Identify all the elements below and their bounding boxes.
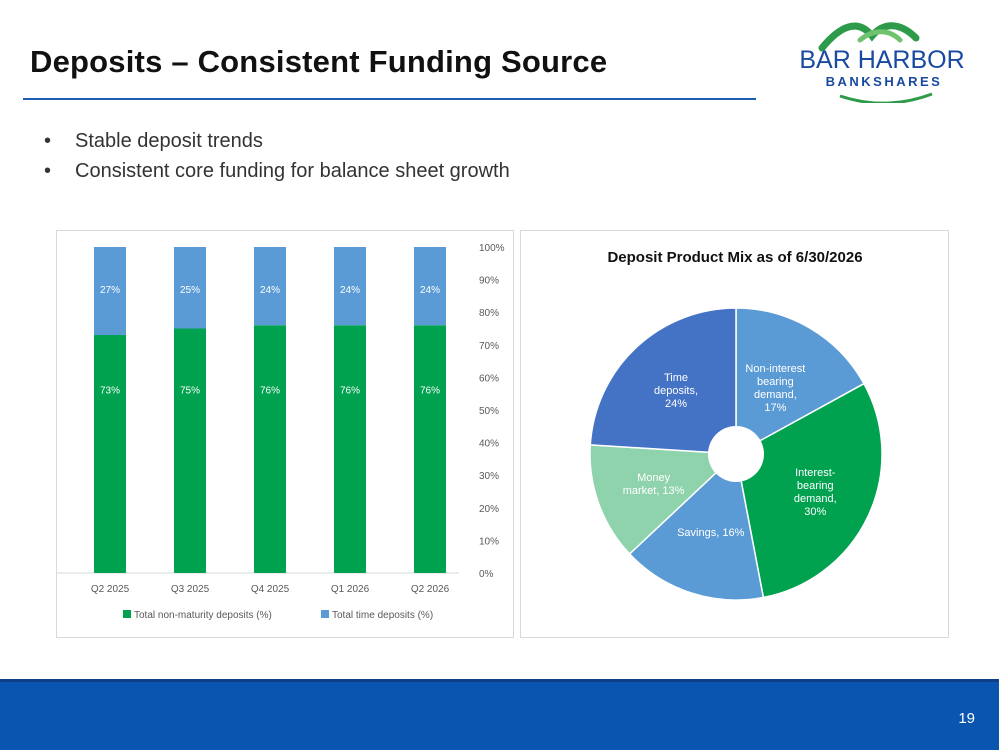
x-tick-label: Q3 2025 <box>171 584 210 595</box>
x-tick-label: Q1 2026 <box>331 584 370 595</box>
x-tick-label: Q4 2025 <box>251 584 290 595</box>
footer-bar: 19 <box>0 679 999 750</box>
stacked-bar-chart-panel: 0% 10% 20% 30% 40% 50% 60% 70% 80% 90% 100% 73% 27% Q… <box>56 230 514 638</box>
logo-line2: BANKSHARES <box>826 74 943 89</box>
bar-segment-time-deposits <box>174 247 206 329</box>
bar-data-label: 24% <box>420 285 440 296</box>
y-tick-label: 60% <box>479 373 499 384</box>
legend-swatch <box>123 610 131 618</box>
pie-slice <box>735 307 865 456</box>
y-tick-label: 100% <box>479 243 505 254</box>
pie-slice <box>628 452 765 601</box>
bullet-item: Stable deposit trends <box>44 126 510 156</box>
bar-segment-time-deposits <box>94 247 126 336</box>
bar-data-label: 76% <box>420 386 440 397</box>
y-tick-label: 0% <box>479 569 494 580</box>
bar-data-label: 73% <box>100 386 120 397</box>
bar-data-label: 24% <box>340 285 360 296</box>
bar-data-label: 27% <box>100 285 120 296</box>
y-tick-label: 50% <box>479 406 499 417</box>
page-number: 19 <box>958 710 975 727</box>
x-tick-label: Q2 2025 <box>91 584 130 595</box>
title-divider <box>23 98 756 100</box>
pie-chart-title: Deposit Product Mix as of 6/30/2026 <box>607 249 862 266</box>
bar-segment-non-maturity <box>254 325 286 573</box>
pie-slice-label: Time deposits, 24% <box>654 372 698 410</box>
bar-segment-non-maturity <box>334 325 366 573</box>
y-tick-label: 30% <box>479 471 499 482</box>
donut-hole <box>708 426 764 482</box>
bullet-item: Consistent core funding for balance shee… <box>44 156 510 186</box>
pie-slice <box>589 444 738 556</box>
bar-segment-time-deposits <box>334 247 366 326</box>
pie-slice <box>589 307 737 455</box>
y-tick-label: 90% <box>479 276 499 287</box>
y-tick-label: 70% <box>479 341 499 352</box>
bar-data-label: 76% <box>260 386 280 397</box>
bar-segment-time-deposits <box>254 247 286 326</box>
y-tick-label: 20% <box>479 504 499 515</box>
deposit-mix-pie-chart: Deposit Product Mix as of 6/30/2026 Non-i… <box>589 249 883 601</box>
pie-slice-label: Savings, 16% <box>677 527 744 539</box>
pie-slice-label: Money market, 13% <box>623 472 685 497</box>
bar-segment-non-maturity <box>174 328 206 573</box>
bar-data-label: 24% <box>260 285 280 296</box>
bar-data-label: 75% <box>180 386 200 397</box>
legend-label: Total non-maturity deposits (%) <box>134 610 272 621</box>
y-tick-label: 80% <box>479 308 499 319</box>
bar-segment-non-maturity <box>414 325 446 573</box>
stacked-bar-chart: 0% 10% 20% 30% 40% 50% 60% 70% 80% 90% 100% 73% 27% Q… <box>57 243 505 621</box>
y-tick-label: 40% <box>479 439 499 450</box>
x-tick-label: Q2 2026 <box>411 584 450 595</box>
legend-swatch <box>321 610 329 618</box>
logo-line1: BAR HARBOR <box>800 46 965 74</box>
legend-label: Total time deposits (%) <box>332 610 433 621</box>
pie-chart-panel: Deposit Product Mix as of 6/30/2026 Non-i… <box>520 230 949 638</box>
bar-data-label: 76% <box>340 386 360 397</box>
bar-segment-non-maturity <box>94 335 126 573</box>
bar-data-label: 25% <box>180 285 200 296</box>
bar-harbor-logo: BAR HARBOR BANKSHARES <box>800 22 965 103</box>
page-title: Deposits – Consistent Funding Source <box>30 44 608 79</box>
bullet-list: Stable deposit trends Consistent core fu… <box>44 126 510 186</box>
pie-slice <box>735 382 883 599</box>
bar-segment-time-deposits <box>414 247 446 326</box>
pie-slice-label: Non-interest bearing demand, 17% <box>745 363 805 414</box>
logo-hills-icon <box>818 22 920 52</box>
y-tick-label: 10% <box>479 536 499 547</box>
pie-slice-label: Interest-bearing demand, 30% <box>794 467 837 518</box>
